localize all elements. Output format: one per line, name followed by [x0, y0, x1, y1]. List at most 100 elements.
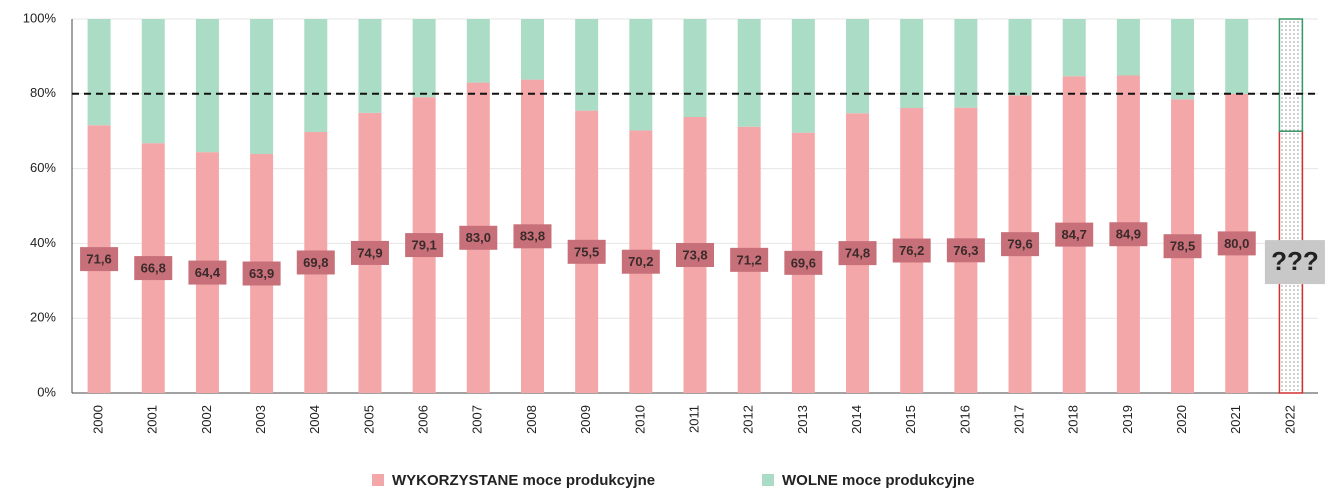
label-box	[513, 224, 552, 249]
bar-segment	[1116, 19, 1140, 76]
x-tick-label: 2020	[1174, 405, 1189, 434]
bar-segment	[304, 19, 328, 132]
bar-segment	[195, 19, 219, 153]
bar-segment	[1225, 19, 1249, 94]
bar-segment	[250, 19, 274, 155]
bar-segment	[846, 19, 870, 114]
x-tick-label: 2016	[957, 405, 972, 434]
x-tick-label: 2003	[253, 405, 268, 434]
data-label: 84,7	[1062, 227, 1087, 242]
data-label: 78,5	[1170, 239, 1195, 254]
x-tick-label: 2008	[524, 405, 539, 434]
x-tick-label: 2010	[632, 405, 647, 434]
bar-segment	[412, 19, 436, 98]
label-box	[188, 260, 227, 285]
x-tick-label: 2015	[903, 405, 918, 434]
bar-segment	[141, 19, 165, 144]
label-box	[459, 225, 498, 250]
data-label: 63,9	[249, 266, 274, 281]
bar-segment	[466, 19, 490, 83]
data-label: 79,1	[411, 238, 436, 253]
annotation-box	[1264, 240, 1325, 285]
bar-segment	[900, 19, 924, 109]
data-label: 80,0	[1224, 236, 1249, 251]
x-tick-label: 2009	[578, 405, 593, 434]
x-tick-label: 2017	[1011, 405, 1026, 434]
bar-segment	[791, 19, 815, 133]
data-label: 70,2	[628, 254, 653, 269]
x-tick-label: 2005	[361, 405, 376, 434]
x-tick-label: 2019	[1120, 405, 1135, 434]
x-tick-label: 2022	[1282, 405, 1297, 434]
data-label: 66,8	[141, 261, 166, 276]
data-label: 64,4	[195, 265, 221, 280]
label-box	[892, 238, 931, 263]
label-box	[405, 233, 444, 258]
annotation: ???	[1271, 246, 1319, 276]
x-tick-label: 2006	[416, 405, 431, 434]
bar-segment	[683, 19, 707, 117]
bar-segment	[575, 19, 599, 111]
label-box	[1163, 234, 1202, 259]
label-box	[621, 249, 660, 274]
data-label: 73,8	[682, 247, 707, 262]
bar-segment	[520, 19, 544, 80]
label-box	[296, 250, 335, 275]
y-tick-label: 80%	[30, 85, 56, 100]
x-tick-label: 2011	[686, 405, 701, 433]
x-tick-label: 2012	[741, 405, 756, 434]
data-label: 71,6	[86, 252, 111, 267]
label-box	[242, 261, 281, 286]
label-box	[946, 238, 985, 263]
y-tick-label: 20%	[30, 310, 56, 325]
x-tick-label: 2001	[145, 405, 160, 434]
data-label: 75,5	[574, 244, 599, 259]
label-box	[567, 239, 606, 264]
label-box	[1109, 222, 1148, 247]
label-box	[838, 241, 877, 266]
label-box	[784, 250, 823, 275]
legend-swatch	[372, 474, 384, 486]
x-tick-label: 2021	[1228, 405, 1243, 434]
label-box	[134, 256, 173, 281]
bar-segment	[1062, 19, 1086, 77]
data-label: 69,6	[791, 255, 816, 270]
label-box	[676, 242, 714, 267]
data-label: 83,8	[520, 229, 545, 244]
x-tick-label: 2013	[795, 405, 810, 434]
bar-segment	[87, 19, 111, 126]
label-box	[350, 240, 389, 265]
bar-segment	[629, 19, 653, 131]
label-box	[80, 247, 119, 272]
data-label: 79,6	[1007, 237, 1032, 252]
bar-segment	[954, 19, 978, 108]
y-tick-label: 60%	[30, 160, 56, 175]
bar-segment	[1008, 19, 1032, 96]
label-box	[730, 247, 769, 272]
bar-segment	[358, 19, 382, 113]
y-tick-label: 0%	[37, 384, 56, 399]
x-tick-label: 2007	[470, 405, 485, 434]
bar-segment	[737, 19, 761, 127]
y-tick-label: 100%	[23, 10, 57, 25]
legend-label: WYKORZYSTANE moce produkcyjne	[392, 472, 655, 489]
data-label: 74,9	[357, 245, 382, 260]
data-label: 76,3	[953, 243, 978, 258]
bar-segment	[1278, 18, 1304, 132]
legend-label: WOLNE moce produkcyjne	[782, 472, 975, 489]
data-label: 76,2	[899, 243, 924, 258]
data-label: 84,9	[1116, 227, 1141, 242]
x-tick-label: 2018	[1066, 405, 1081, 434]
x-tick-label: 2000	[91, 405, 106, 434]
x-tick-label: 2014	[849, 405, 864, 434]
data-label: 83,0	[466, 230, 491, 245]
label-box	[1217, 231, 1256, 256]
y-tick-label: 40%	[30, 235, 56, 250]
label-box	[1055, 222, 1094, 247]
x-tick-label: 2004	[307, 405, 322, 434]
data-label: 69,8	[303, 255, 328, 270]
data-label: 74,8	[845, 246, 870, 261]
data-label: 71,2	[737, 252, 762, 267]
x-tick-label: 2002	[199, 405, 214, 434]
